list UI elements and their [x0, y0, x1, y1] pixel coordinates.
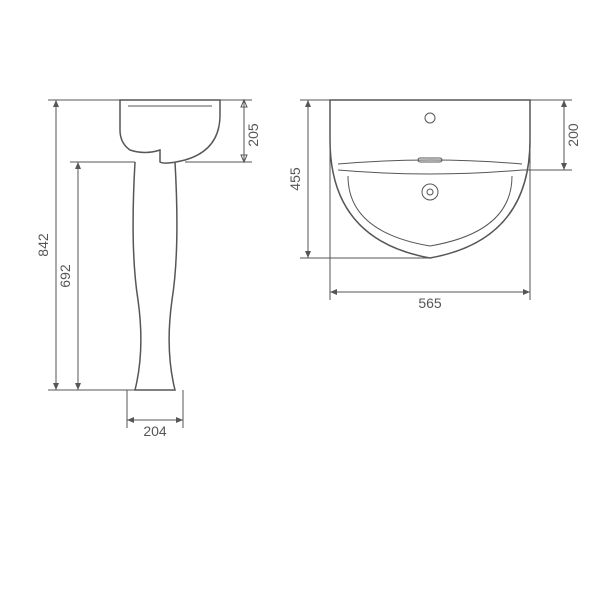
dim-label-455: 455 — [287, 167, 303, 191]
dim-label-204: 204 — [143, 423, 167, 439]
top-view: 200 455 565 — [287, 100, 581, 311]
dim-depth: 455 — [287, 100, 430, 258]
dim-label-692: 692 — [57, 264, 73, 288]
dim-basin-depth: 205 — [185, 100, 261, 162]
technical-drawing: 205 842 692 204 — [0, 0, 600, 600]
dim-label-205: 205 — [245, 123, 261, 147]
dim-label-565: 565 — [418, 295, 442, 311]
dim-label-842: 842 — [35, 233, 51, 257]
dim-back-offset: 200 — [522, 100, 581, 170]
dim-label-200: 200 — [565, 123, 581, 147]
dim-total-height: 842 — [35, 100, 59, 390]
side-view: 205 842 692 204 — [35, 100, 261, 439]
dim-pedestal-width: 204 — [127, 390, 183, 439]
dim-pedestal-height: 692 — [57, 162, 81, 390]
